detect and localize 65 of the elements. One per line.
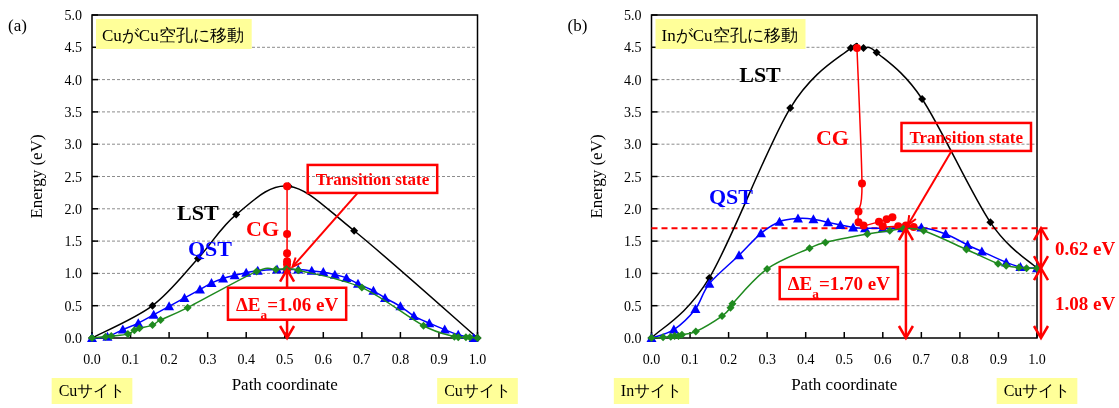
x-tick-label: 0.6 — [314, 352, 333, 367]
x-tick-label: 0.8 — [391, 352, 410, 367]
y-tick-label: 0.5 — [624, 298, 642, 314]
series-label: CG — [815, 125, 849, 151]
text: Cuサイト — [444, 382, 511, 399]
x-tick-label: 0.0 — [642, 352, 661, 367]
y-tick-label: 3.0 — [624, 137, 642, 153]
y-tick-label: 0.0 — [64, 331, 82, 346]
chart-title: (b) — [567, 16, 588, 35]
x-tick-label: 0.4 — [237, 352, 255, 367]
text: CuがCu空孔に移動 — [102, 26, 244, 45]
y-tick-label: 4.0 — [64, 72, 82, 88]
series-label: LST — [739, 61, 782, 87]
x-tick-label: 0.5 — [835, 352, 853, 367]
series-label: CG — [246, 215, 280, 241]
x-tick-label: 0.3 — [758, 352, 776, 367]
x-tick-label: 0.7 — [353, 352, 371, 367]
y-tick-label: 0.0 — [624, 331, 642, 346]
series-label: LST — [177, 200, 219, 226]
y-tick-label: 1.0 — [624, 266, 642, 282]
x-tick-label: 0.9 — [430, 352, 448, 367]
x-axis-title: Path coordinate — [231, 375, 338, 394]
y-tick-label: 1.5 — [64, 234, 82, 250]
y-tick-label: 4.5 — [624, 40, 642, 56]
y-axis-title: Energy (eV) — [586, 134, 606, 219]
x-tick-label: 0.7 — [912, 352, 931, 367]
x-tick-label: 0.6 — [874, 352, 892, 367]
y-tick-label: 2.5 — [64, 169, 82, 185]
y-tick-label: 4.5 — [64, 40, 82, 56]
text: Cuサイト — [58, 382, 126, 399]
x-tick-label: 0.5 — [276, 352, 294, 367]
y-tick-label: 1.5 — [624, 234, 642, 250]
y-tick-label: 1.0 — [64, 266, 82, 282]
x-tick-label: 0.4 — [796, 352, 815, 367]
text: Cuサイト — [1003, 382, 1071, 399]
text: Inサイト — [620, 382, 683, 399]
annotation: Transition state — [315, 169, 430, 189]
x-tick-label: 0.8 — [951, 352, 969, 367]
y-tick-label: 2.0 — [64, 201, 82, 217]
x-tick-label: 0.1 — [121, 352, 140, 367]
y-tick-label: 3.5 — [64, 104, 82, 120]
annotation: 1.08 eV — [1055, 293, 1116, 315]
x-tick-label: 0.3 — [198, 352, 217, 367]
x-tick-label: 0.2 — [160, 352, 178, 367]
y-tick-label: 0.5 — [64, 298, 82, 314]
x-tick-label: 0.0 — [83, 352, 101, 367]
y-tick-label: 5.0 — [624, 8, 642, 23]
y-tick-label: 5.0 — [64, 8, 82, 23]
y-tick-label: 2.5 — [624, 169, 642, 185]
y-axis-title: Energy (eV) — [27, 134, 46, 219]
annotation: ΔE$_{a}$=1.06 eV — [235, 293, 339, 322]
y-tick-label: 4.0 — [624, 72, 642, 88]
x-axis-title: Path coordinate — [791, 375, 898, 394]
x-tick-label: 0.2 — [719, 352, 738, 367]
chart-title: (a) — [8, 16, 27, 35]
annotation: 0.62 eV — [1055, 238, 1116, 260]
y-tick-label: 3.0 — [64, 137, 82, 153]
x-tick-label: 0.1 — [681, 352, 699, 367]
y-tick-label: 3.5 — [624, 104, 642, 120]
x-tick-label: 1.0 — [468, 352, 487, 367]
x-tick-label: 1.0 — [1028, 352, 1046, 367]
y-tick-label: 2.0 — [624, 201, 642, 217]
annotation: ΔE$_{a}$=1.70 eV — [787, 273, 891, 301]
x-tick-label: 0.9 — [989, 352, 1008, 367]
text: InがCu空孔に移動 — [661, 26, 798, 45]
